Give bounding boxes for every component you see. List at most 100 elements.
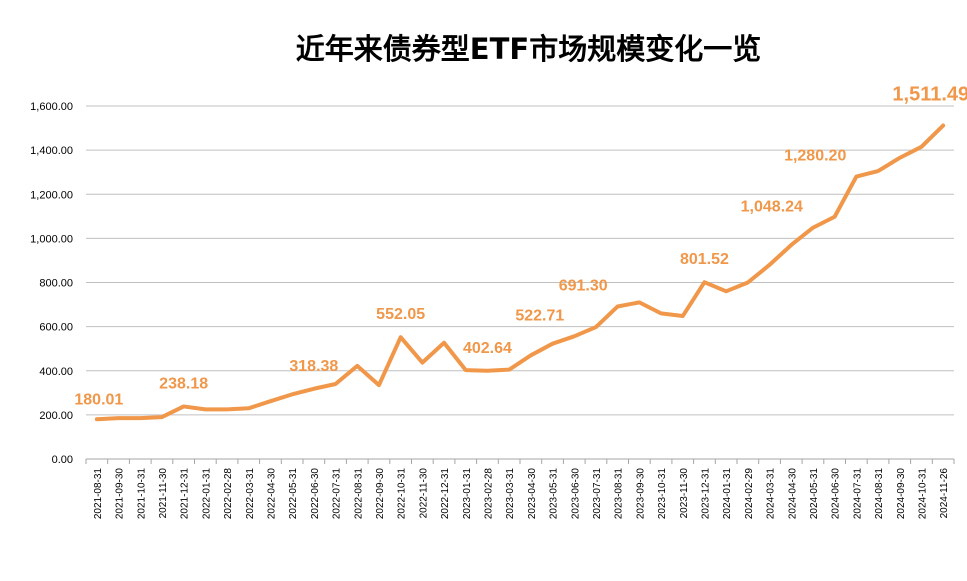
- y-tick-label: 800.00: [39, 278, 73, 290]
- x-tick-label: 2022-01-31: [201, 468, 212, 520]
- data-label: 318.38: [289, 358, 338, 375]
- y-tick-label: 1,000.00: [30, 233, 73, 245]
- x-tick-label: 2023-04-30: [527, 468, 538, 520]
- x-tick-label: 2023-10-31: [657, 468, 668, 520]
- x-tick-label: 2022-10-31: [397, 468, 408, 520]
- x-tick-label: 2022-09-30: [375, 468, 386, 520]
- x-tick-label: 2022-12-31: [440, 468, 451, 520]
- x-tick-label: 2024-09-30: [896, 468, 907, 520]
- x-tick-label: 2023-03-31: [505, 468, 516, 520]
- x-tick-label: 2022-05-31: [288, 468, 299, 520]
- data-label: 180.01: [74, 391, 123, 408]
- data-point: [160, 415, 164, 419]
- x-tick-label: 2024-04-30: [787, 468, 798, 520]
- data-point: [854, 175, 858, 179]
- data-label: 1,511.49: [892, 84, 967, 106]
- x-tick-label: 2022-08-31: [353, 468, 364, 520]
- x-tick-label: 2022-02-28: [223, 468, 234, 520]
- x-tick-label: 2024-10-31: [917, 468, 928, 520]
- data-point: [681, 314, 685, 318]
- x-tick-label: 2024-07-31: [852, 468, 863, 520]
- data-point: [768, 263, 772, 267]
- data-point: [203, 407, 207, 411]
- chart-title: 近年来债券型ETF市场规模变化一览: [295, 32, 762, 66]
- data-label: 801.52: [680, 251, 729, 268]
- data-point: [464, 368, 468, 372]
- data-point: [898, 156, 902, 160]
- data-point: [290, 392, 294, 396]
- data-point: [399, 335, 403, 339]
- data-point: [702, 280, 706, 284]
- y-tick-label: 1,400.00: [30, 145, 73, 157]
- x-tick-label: 2023-06-30: [570, 468, 581, 520]
- x-tick-label: 2024-05-31: [809, 468, 820, 520]
- x-tick-label: 2023-09-30: [635, 468, 646, 520]
- data-point: [637, 300, 641, 304]
- x-tick-label: 2022-06-30: [310, 468, 321, 520]
- x-tick-label: 2021-10-31: [136, 468, 147, 520]
- data-point: [355, 364, 359, 368]
- data-point: [334, 382, 338, 386]
- x-tick-label: 2023-08-31: [614, 468, 625, 520]
- data-label: 238.18: [159, 375, 208, 392]
- data-point: [247, 406, 251, 410]
- data-point: [941, 124, 945, 128]
- x-tick-label: 2022-03-31: [245, 468, 256, 520]
- x-tick-label: 2023-01-31: [462, 468, 473, 520]
- x-tick-label: 2021-09-30: [115, 468, 126, 520]
- y-tick-label: 600.00: [39, 322, 73, 334]
- x-tick-label: 2021-08-31: [93, 468, 104, 520]
- x-tick-label: 2023-11-30: [679, 468, 690, 519]
- data-point: [919, 145, 923, 149]
- data-point: [724, 289, 728, 293]
- x-tick-label: 2022-07-31: [332, 468, 343, 520]
- x-tick-label: 2024-08-31: [874, 468, 885, 520]
- y-tick-label: 1,600.00: [30, 101, 73, 113]
- x-tick-label: 2022-11-30: [418, 468, 429, 519]
- data-point: [746, 281, 750, 285]
- x-tick-label: 2024-03-31: [766, 468, 777, 520]
- data-point: [833, 215, 837, 219]
- data-point: [138, 416, 142, 420]
- data-label: 522.71: [515, 307, 564, 324]
- series-layer: [94, 123, 946, 422]
- y-tick-label: 200.00: [39, 410, 73, 422]
- x-tick-label: 2024-02-29: [744, 468, 755, 520]
- x-tick-label: 2023-02-28: [483, 468, 494, 520]
- data-point: [95, 417, 99, 421]
- x-tick-label: 2023-12-31: [700, 468, 711, 520]
- data-point: [442, 341, 446, 345]
- data-point: [811, 226, 815, 230]
- data-point: [789, 243, 793, 247]
- x-tick-label: 2022-04-30: [266, 468, 277, 520]
- grid-layer: [86, 105, 954, 460]
- data-point: [616, 304, 620, 308]
- y-axis: 0.00 200.00 400.00 600.00 800.00 1,000.00 1,20…: [30, 101, 73, 466]
- data-point: [572, 334, 576, 338]
- data-point: [268, 399, 272, 403]
- data-point: [377, 383, 381, 387]
- data-point: [876, 169, 880, 173]
- y-tick-label: 0.00: [52, 454, 73, 466]
- y-tick-label: 1,200.00: [30, 189, 73, 201]
- data-label: 402.64: [463, 340, 512, 357]
- y-tick-label: 400.00: [39, 366, 73, 378]
- data-point: [117, 416, 121, 420]
- data-label: 552.05: [376, 306, 425, 323]
- data-point: [529, 353, 533, 357]
- data-label: 1,280.20: [784, 148, 846, 165]
- data-point: [594, 325, 598, 329]
- x-tick-label: 2024-01-31: [722, 468, 733, 520]
- data-point: [312, 387, 316, 391]
- x-tick-label: 2021-12-31: [180, 468, 191, 520]
- x-axis: 2021-08-31 2021-09-30 2021-10-31 2021-11-30…: [85, 459, 955, 520]
- data-point: [420, 361, 424, 365]
- data-point: [551, 342, 555, 346]
- data-point: [659, 311, 663, 315]
- data-point: [485, 369, 489, 373]
- data-point: [182, 404, 186, 408]
- x-tick-label: 2023-05-31: [549, 468, 560, 520]
